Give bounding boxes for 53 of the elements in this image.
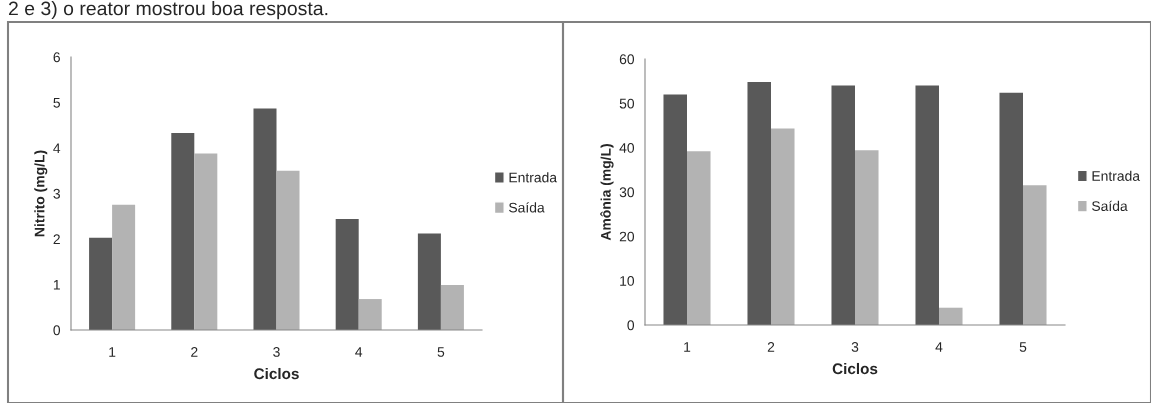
bar <box>747 82 771 325</box>
x-tick-label: 2 <box>767 342 775 352</box>
bar <box>855 150 879 325</box>
bar <box>939 307 963 325</box>
y-tick-label: 40 <box>619 143 635 153</box>
y-axis-title: Amônia (mg/L) <box>600 144 614 241</box>
y-axis-title: Nitrito (mg/L) <box>34 150 48 237</box>
x-tick-label: 3 <box>851 342 859 352</box>
bar <box>1023 185 1047 325</box>
x-tick-label: 1 <box>109 347 116 357</box>
bar <box>276 170 300 330</box>
x-axis-title: Ciclos <box>254 367 299 380</box>
bar <box>89 237 113 330</box>
text: 2 e 3) o reator mostrou boa resposta. <box>8 1 328 20</box>
bar <box>687 151 711 325</box>
x-tick-label: 1 <box>684 342 691 352</box>
legend-label: Entrada <box>509 172 558 183</box>
x-tick-label: 4 <box>355 347 363 357</box>
x-axis-title: Ciclos <box>832 362 878 375</box>
y-tick-label: 0 <box>627 320 635 331</box>
bar <box>171 132 195 330</box>
y-tick-label: 4 <box>53 143 61 154</box>
bar <box>194 153 218 330</box>
x-tick-label: 5 <box>1019 342 1027 352</box>
y-tick-label: 3 <box>53 188 60 199</box>
y-tick-label: 10 <box>620 276 635 286</box>
x-tick-label: 5 <box>437 347 445 357</box>
y-tick-label: 6 <box>53 52 60 63</box>
y-tick-label: 30 <box>619 187 635 198</box>
bar <box>999 92 1023 325</box>
bar <box>915 85 939 325</box>
bar <box>417 233 441 330</box>
y-tick-label: 50 <box>619 98 635 109</box>
y-tick-label: 60 <box>619 54 635 65</box>
bar <box>335 218 359 330</box>
y-tick-label: 0 <box>53 325 61 336</box>
legend-label: Saída <box>1092 200 1128 212</box>
bar <box>771 128 795 325</box>
bar <box>112 204 136 330</box>
x-tick-label: 4 <box>935 342 943 352</box>
bar <box>663 94 687 325</box>
bar <box>358 299 382 330</box>
x-tick-label: 3 <box>273 347 280 357</box>
legend-label: Saída <box>509 202 545 213</box>
bar <box>440 284 464 330</box>
bar <box>253 108 277 330</box>
legend-label: Entrada <box>1092 170 1141 181</box>
bar <box>831 85 855 325</box>
y-tick-label: 20 <box>619 231 635 242</box>
x-tick-label: 2 <box>191 347 198 357</box>
y-tick-label: 1 <box>53 279 60 290</box>
y-tick-label: 5 <box>53 97 60 108</box>
y-tick-label: 2 <box>53 234 60 245</box>
